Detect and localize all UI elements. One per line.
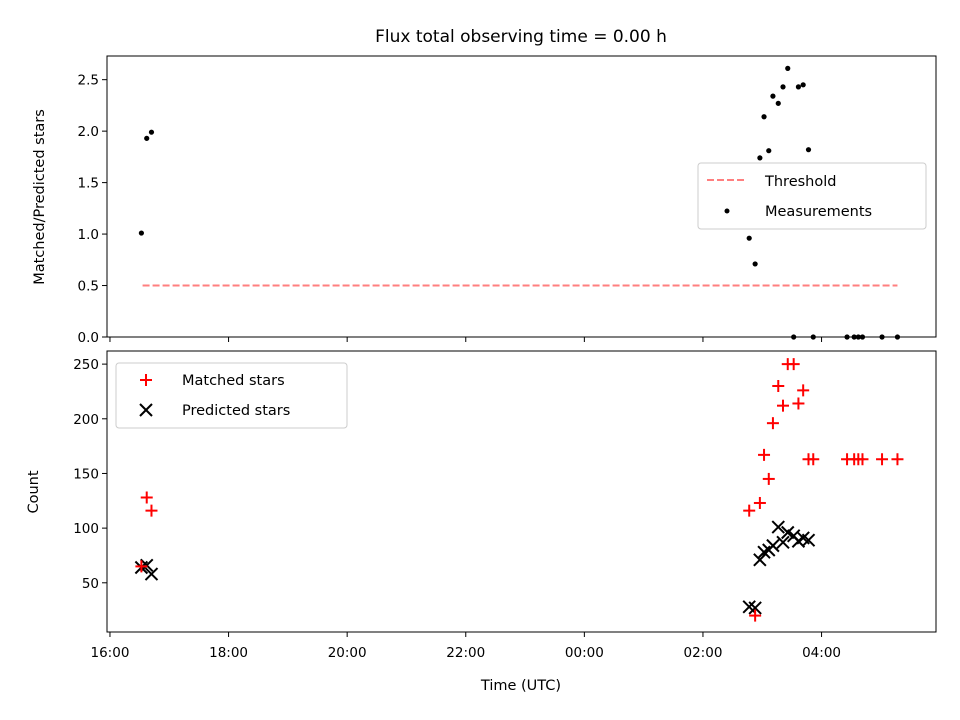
predicted-star-stroke	[140, 558, 154, 573]
xtick-label: 02:00	[684, 645, 723, 661]
predicted-star-point	[776, 535, 790, 550]
bottom-axes-frame	[106, 350, 937, 633]
predicted-star-stroke	[742, 600, 756, 614]
predicted-star-stroke	[781, 525, 795, 540]
xtick-label: 04:00	[802, 645, 841, 661]
bottom-legend: Matched stars Predicted stars	[115, 362, 348, 429]
matched-star-point	[749, 609, 762, 622]
legend-matched-swatch	[140, 374, 152, 386]
measurement-point	[805, 147, 812, 153]
xtick-label: 00:00	[565, 645, 604, 661]
matched-star-point	[772, 379, 785, 392]
predicted-star-point	[801, 533, 816, 547]
predicted-star-stroke	[144, 567, 159, 581]
measurement-point	[766, 148, 772, 154]
measurement-point	[775, 100, 781, 106]
top-ylabel: Matched/Predicted stars	[32, 109, 48, 285]
predicted-star-stroke	[801, 533, 816, 547]
measurement-point	[800, 82, 806, 88]
matched-star-point	[787, 358, 800, 371]
measurement-point	[780, 84, 786, 90]
chart-title: Flux total observing time = 0.00 h	[375, 27, 667, 47]
legend-measurements-label: Measurements	[765, 204, 872, 220]
legend-predicted-swatch	[139, 403, 153, 417]
top-legend: Threshold Measurements	[697, 162, 927, 230]
top-ytick-label: 2.0	[78, 124, 99, 140]
matched-star-point	[743, 504, 756, 517]
top-ytick-label: 2.5	[78, 73, 99, 89]
bottom-ytick-label: 100	[73, 521, 99, 537]
top-legend-frame	[697, 162, 927, 230]
matched-star-point	[891, 453, 904, 466]
matched-star-point	[753, 496, 766, 509]
matched-star-point	[792, 397, 805, 410]
measurement-point	[746, 235, 752, 241]
top-axes-frame	[106, 55, 937, 338]
matched-star-point	[797, 384, 810, 397]
legend-predicted-label: Predicted stars	[182, 403, 290, 419]
predicted-star-stroke	[776, 535, 790, 550]
predicted-star-point	[144, 567, 159, 581]
measurement-point	[148, 129, 155, 135]
xtick-label: 22:00	[446, 645, 485, 661]
measurement-point	[785, 65, 791, 71]
xtick-label: 16:00	[91, 645, 130, 661]
bottom-panel: 50 100 150 200 250 16:00 18:00 20:00 22:00 00:00 0…	[73, 350, 937, 661]
legend-threshold-label: Threshold	[764, 174, 836, 190]
xtick-label: 18:00	[209, 645, 248, 661]
bottom-ytick-label: 250	[73, 357, 99, 373]
matched-star-point	[807, 453, 820, 466]
top-panel: 0.0 0.5 1.0 1.5 2.0 2.5	[78, 55, 937, 346]
measurement-point	[795, 84, 802, 90]
measurement-point	[770, 93, 776, 99]
matched-star-point	[766, 417, 779, 430]
top-ytick-label: 0.5	[78, 279, 99, 295]
xlabel: Time (UTC)	[480, 678, 561, 694]
predicted-star-point	[766, 538, 780, 553]
top-ytick-label: 1.5	[78, 176, 99, 192]
predicted-star-stroke	[748, 601, 762, 615]
bottom-ytick-label: 50	[82, 576, 99, 592]
matched-star-point	[140, 491, 153, 504]
measurement-point	[138, 230, 144, 236]
matched-star-point	[145, 504, 158, 517]
legend-matched-label: Matched stars	[182, 373, 285, 389]
predicted-star-point	[771, 520, 785, 534]
bottom-ytick-label: 150	[73, 466, 99, 482]
predicted-star-point	[748, 601, 762, 615]
legend-measurements-swatch	[724, 208, 730, 214]
bottom-ylabel: Count	[26, 470, 42, 513]
matched-star-point	[135, 560, 148, 573]
predicted-star-stroke	[766, 538, 780, 553]
bottom-ytick-label: 200	[73, 412, 99, 428]
xtick-label: 20:00	[328, 645, 367, 661]
predicted-star-stroke	[771, 520, 785, 534]
predicted-star-stroke	[796, 531, 810, 545]
bottom-legend-frame	[115, 362, 348, 429]
matched-star-point	[758, 448, 771, 461]
predicted-star-point	[140, 558, 154, 573]
measurement-point	[752, 261, 758, 267]
top-ytick-label: 0.0	[78, 330, 99, 346]
matched-star-point	[762, 472, 775, 485]
matched-star-point	[856, 453, 869, 466]
matched-star-point	[876, 453, 889, 466]
measurement-point	[757, 155, 763, 161]
measurement-point	[761, 114, 767, 120]
top-ytick-label: 1.0	[78, 227, 99, 243]
matched-star-point	[777, 399, 790, 412]
measurement-point	[144, 135, 150, 141]
